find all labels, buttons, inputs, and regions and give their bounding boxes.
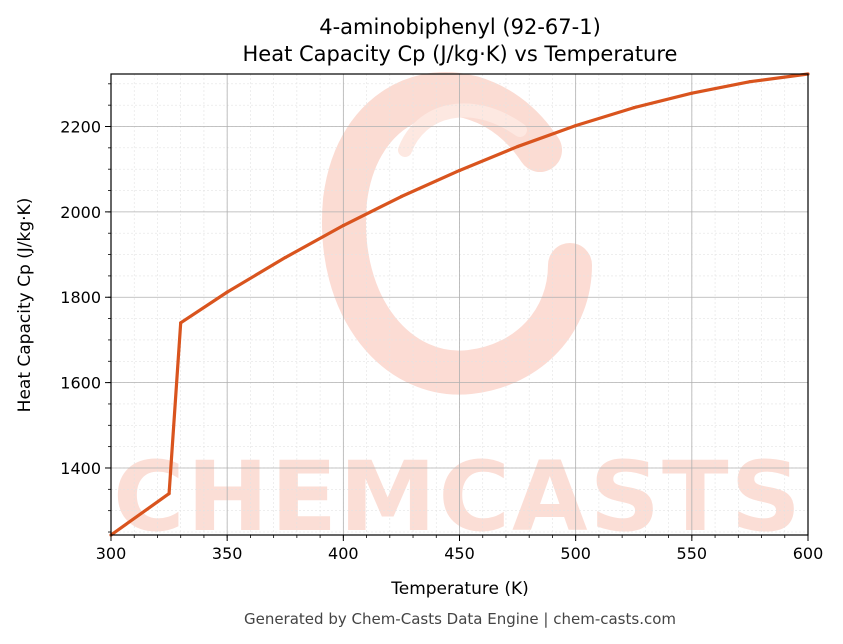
footer-credit: Generated by Chem-Casts Data Engine | ch… xyxy=(244,610,676,628)
x-tick-label: 500 xyxy=(560,544,591,563)
x-tick-label: 600 xyxy=(793,544,824,563)
x-axis-label: Temperature (K) xyxy=(390,579,529,599)
data-point xyxy=(341,223,345,228)
data-point xyxy=(632,106,636,110)
x-tick-label: 400 xyxy=(328,544,359,563)
chart-title-line2: Heat Capacity Cp (J/kg·K) vs Temperature xyxy=(243,42,678,66)
data-point xyxy=(457,168,462,173)
data-point xyxy=(399,194,404,199)
data-point xyxy=(690,91,694,95)
series-line xyxy=(110,72,809,537)
data-point xyxy=(515,144,520,149)
x-tick-label: 350 xyxy=(212,544,243,563)
data-points xyxy=(109,72,810,537)
y-tick-label: 1400 xyxy=(60,459,101,478)
y-tick-label: 2000 xyxy=(60,203,101,222)
data-point xyxy=(283,255,287,260)
chart-title-line1: 4-aminobiphenyl (92-67-1) xyxy=(319,15,601,39)
watermark-logo xyxy=(322,72,592,395)
y-tick-label: 1800 xyxy=(60,288,101,307)
watermark: CHEMCASTS xyxy=(113,72,803,553)
x-tick-label: 300 xyxy=(96,544,127,563)
x-axis: 300 350 400 450 500 550 600 xyxy=(96,535,824,563)
data-point xyxy=(179,321,183,325)
data-point xyxy=(225,290,229,294)
y-tick-label: 1600 xyxy=(60,374,101,393)
watermark-text: CHEMCASTS xyxy=(113,441,803,553)
data-point xyxy=(574,124,578,128)
x-tick-label: 550 xyxy=(677,544,708,563)
data-point xyxy=(167,491,171,496)
y-axis-label: Heat Capacity Cp (J/kg·K) xyxy=(15,198,35,413)
data-point xyxy=(748,80,752,84)
x-tick-label: 450 xyxy=(444,544,475,563)
y-tick-label: 2200 xyxy=(60,118,101,137)
y-axis: 1400 1600 1800 2000 2200 xyxy=(60,83,111,533)
major-grid xyxy=(110,74,809,535)
